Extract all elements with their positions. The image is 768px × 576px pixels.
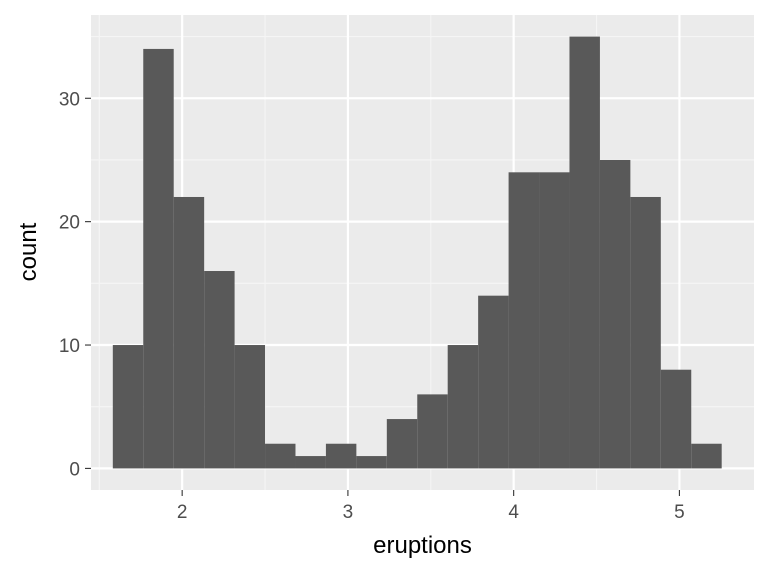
histogram-bar [660,369,692,469]
x-tick-label: 2 [177,502,188,523]
histogram-bar [539,172,570,469]
y-tick-label: 10 [59,336,80,357]
histogram-bar [478,295,509,469]
y-tick-label: 20 [59,213,80,234]
histogram-bars [112,36,722,469]
histogram-bar [265,443,296,469]
histogram-bar [234,345,266,469]
histogram-bar [599,159,631,469]
histogram-bar [204,271,235,469]
y-tick-label: 0 [69,459,80,480]
y-axis-title: count [15,222,42,281]
histogram-bar [508,172,540,469]
x-axis: 2 3 4 5 [177,490,685,523]
y-axis: 0 10 20 30 [59,89,91,480]
histogram-bar [691,443,722,469]
x-tick-label: 4 [508,502,519,523]
histogram-bar [356,456,387,469]
histogram-bar [447,345,479,469]
x-axis-title: eruptions [373,532,472,559]
histogram-bar [295,456,326,469]
y-tick-label: 30 [59,89,80,110]
x-tick-label: 3 [343,502,354,523]
histogram-bar [417,394,448,469]
x-tick-label: 5 [674,502,685,523]
histogram-bar [143,48,174,469]
histogram-bar [569,36,600,469]
histogram-bar [386,419,418,469]
histogram-bar [112,345,144,469]
histogram-bar [325,443,357,469]
histogram-bar [173,196,205,469]
histogram-bar [630,196,661,469]
